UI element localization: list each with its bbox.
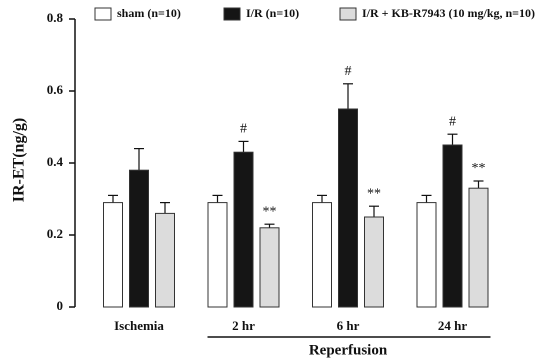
y-axis-label: IR-ET(ng/g) <box>11 118 28 202</box>
legend-label: I/R (n=10) <box>246 6 299 20</box>
significance-label: # <box>240 122 247 137</box>
significance-label: # <box>449 114 456 129</box>
bar <box>129 169 149 308</box>
bar <box>442 144 463 308</box>
legend-swatch <box>94 7 112 21</box>
bar <box>259 227 280 308</box>
x-tick-label: 6 hr <box>337 318 360 333</box>
group-label: Reperfusion <box>309 342 388 358</box>
bar <box>207 202 228 308</box>
x-tick-label: 2 hr <box>232 318 255 333</box>
bar <box>155 212 175 308</box>
y-tick-label: 0 <box>57 298 64 313</box>
bar <box>468 187 489 308</box>
significance-label: # <box>345 64 352 79</box>
legend-label: I/R + KB-R7943 (10 mg/kg, n=10) <box>362 6 535 20</box>
legend-label: sham (n=10) <box>117 6 181 20</box>
x-tick-label: Ischemia <box>114 318 164 333</box>
y-tick-label: 0.4 <box>47 154 64 169</box>
legend-swatch <box>223 7 241 21</box>
bar <box>312 202 332 308</box>
significance-label: ** <box>367 186 381 201</box>
legend-swatch <box>339 7 357 21</box>
bar <box>416 202 437 308</box>
significance-label: ** <box>263 204 277 219</box>
bar <box>338 108 358 308</box>
y-tick-label: 0.6 <box>47 82 64 97</box>
x-tick-label: 24 hr <box>438 318 467 333</box>
significance-label: ** <box>472 161 486 176</box>
y-tick-label: 0.8 <box>47 10 64 25</box>
bar <box>364 216 384 308</box>
bar <box>103 202 123 308</box>
y-tick-label: 0.2 <box>47 226 63 241</box>
bar <box>233 151 254 308</box>
